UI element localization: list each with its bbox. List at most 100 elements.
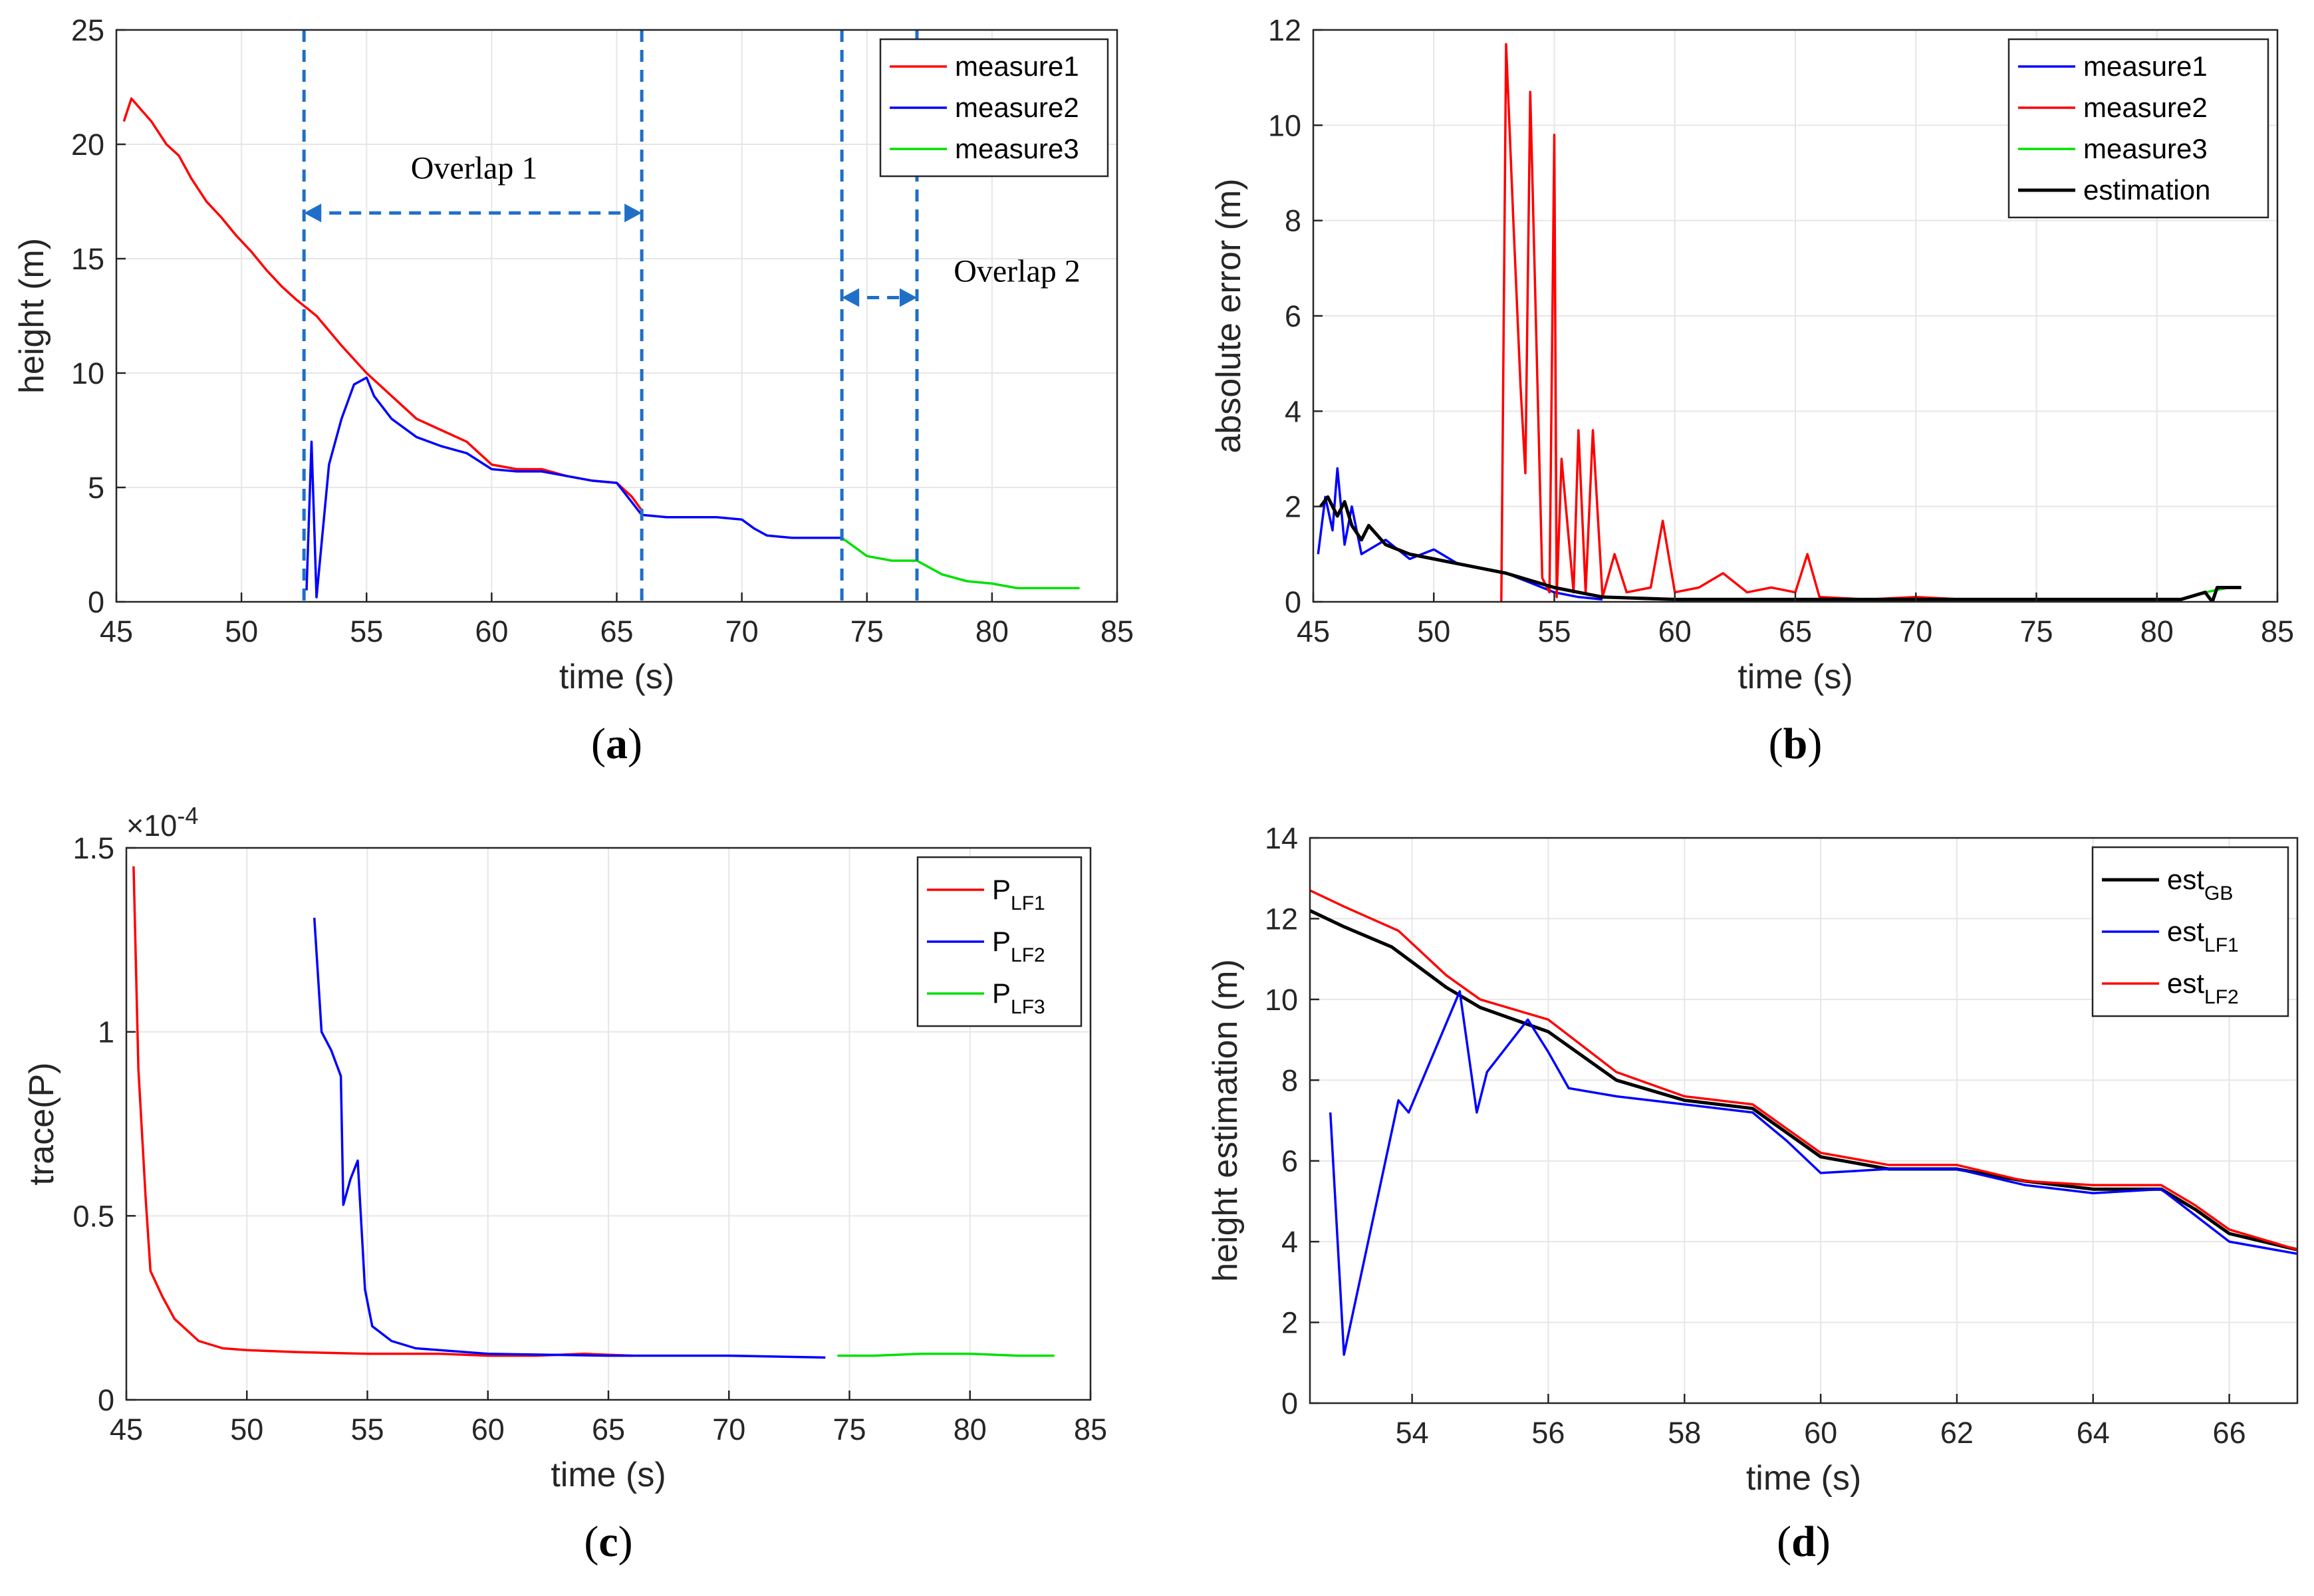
chart-panel-d: 54 56 58 60 62 64 66 0 2 4 6 8 10 12 14 time (s) height …	[1206, 821, 2299, 1566]
legend-entry: measure3	[2083, 133, 2208, 164]
y-tick-label: 10	[1268, 108, 1301, 142]
x-tick-label: 55	[350, 614, 383, 648]
legend-entry-subscript: LF1	[1011, 892, 1045, 914]
legend-entry-subscript: LF2	[1011, 944, 1045, 966]
y-multiplier-exponent: -4	[177, 802, 198, 829]
y-tick-label: 12	[1265, 902, 1298, 936]
y-tick-label: 0	[1285, 585, 1301, 619]
arrow-head-left	[304, 203, 322, 223]
y-tick-label: 4	[1281, 1225, 1298, 1259]
x-tick-label: 45	[100, 614, 133, 648]
x-tick-label: 60	[1658, 614, 1692, 648]
y-tick-label: 15	[71, 242, 104, 276]
y-axis-label: height estimation (m)	[1206, 959, 1245, 1282]
y-tick-label: 0	[1281, 1387, 1298, 1420]
y-tick-label: 6	[1281, 1144, 1298, 1178]
y-tick-label: 2	[1281, 1306, 1298, 1340]
x-tick-label: 62	[1940, 1416, 1974, 1450]
series-group	[122, 97, 1080, 598]
x-axis-label: time (s)	[559, 658, 674, 696]
series-line-P-LF1	[132, 866, 633, 1357]
y-tick-label: 20	[71, 128, 104, 162]
x-tick-label: 55	[350, 1412, 384, 1446]
x-tick-label: 60	[475, 614, 508, 648]
series-group	[1310, 889, 2297, 1356]
x-tick-label: 55	[1537, 614, 1571, 648]
x-tick-label: 65	[592, 1412, 625, 1446]
y-tick-label: 25	[71, 13, 104, 47]
x-tick-label: 58	[1668, 1416, 1701, 1450]
legend-entry-subscript: LF2	[2204, 986, 2239, 1008]
y-tick-label: 5	[88, 471, 104, 505]
x-tick-label: 70	[725, 614, 759, 648]
x-tick-label: 65	[600, 614, 633, 648]
x-axis-label: time (s)	[551, 1456, 666, 1494]
x-tick-label: 45	[110, 1412, 143, 1446]
x-tick-label: 70	[712, 1412, 745, 1446]
legend-entry: estimation	[2083, 174, 2210, 205]
series-group	[132, 866, 1055, 1359]
chart-panel-b: 45 50 55 60 65 70 75 80 85 0 2 4 6 8 10 12 time (s) absol…	[1210, 13, 2294, 768]
x-tick-label: 80	[975, 614, 1009, 648]
x-axis-label: time (s)	[1737, 658, 1853, 696]
x-axis-label: time (s)	[1746, 1459, 1861, 1498]
y-tick-label: 10	[1265, 983, 1298, 1017]
x-tick-label: 60	[471, 1412, 505, 1446]
y-tick-label: 12	[1268, 13, 1301, 47]
x-tick-label: 80	[954, 1412, 987, 1446]
x-tick-label: 64	[2077, 1416, 2110, 1450]
y-tick-label: 4	[1285, 394, 1301, 428]
x-tick-label: 75	[833, 1412, 866, 1446]
series-line-P-LF3	[837, 1353, 1055, 1357]
legend-entry: measure3	[955, 133, 1079, 164]
series-line-measure1	[122, 97, 643, 511]
legend-entry: measure2	[955, 92, 1079, 123]
x-tick-label: 70	[1899, 614, 1932, 648]
y-tick-label: 1	[98, 1015, 114, 1049]
x-tick-label: 50	[1417, 614, 1450, 648]
y-tick-label: 0	[98, 1383, 114, 1417]
y-axis-label: height (m)	[13, 238, 51, 394]
y-multiplier: ×10-4	[126, 802, 198, 843]
series-line-measure2	[1500, 43, 2013, 602]
chart-panel-c: 45 50 55 60 65 70 75 80 85 0 0.5 1 1.5 ×10-4 time (s) t…	[23, 802, 1107, 1566]
y-tick-label: 0	[88, 585, 104, 619]
series-line-estimation	[1319, 495, 2242, 602]
overlap-annotation: Overlap 1	[411, 151, 538, 186]
x-tick-label: 85	[2261, 614, 2294, 648]
series-line-measure3	[841, 537, 1080, 590]
panel-label: (b)	[1769, 720, 1823, 768]
x-tick-label: 65	[1779, 614, 1812, 648]
legend-box	[2007, 38, 2269, 219]
overlap-annotation: Overlap 2	[954, 253, 1081, 289]
legend-entry-subscript: LF1	[2204, 934, 2239, 956]
y-tick-label: 0.5	[72, 1199, 114, 1233]
x-tick-label: 80	[2140, 614, 2174, 648]
series-group	[1317, 43, 2242, 602]
y-tick-label: 8	[1281, 1063, 1298, 1097]
legend: measure1 measure2 measure3	[879, 38, 1109, 178]
x-tick-label: 75	[2019, 614, 2053, 648]
arrow-head-right	[624, 203, 642, 223]
y-tick-label: 2	[1285, 490, 1301, 524]
series-line-measure1	[1317, 467, 1603, 601]
arrow-head-left	[842, 288, 860, 307]
legend-entry-subscript: LF3	[1011, 996, 1045, 1018]
y-tick-label: 6	[1285, 299, 1301, 333]
y-tick-label: 10	[71, 356, 104, 390]
panel-label: (a)	[591, 720, 642, 768]
y-tick-label: 1.5	[72, 831, 114, 865]
series-line-est-LF2	[1310, 889, 2297, 1251]
x-tick-label: 54	[1396, 1416, 1429, 1450]
legend-entry: measure1	[955, 51, 1079, 82]
legend: measure1 measure2 measure3 estimation	[2007, 38, 2269, 219]
series-line-measure2	[305, 376, 842, 598]
legend-entry: measure1	[2083, 51, 2208, 82]
panel-label: (d)	[1777, 1518, 1831, 1566]
x-tick-label: 50	[230, 1412, 263, 1446]
panel-label: (c)	[584, 1518, 632, 1566]
y-axis-label: trace(P)	[23, 1063, 61, 1186]
arrow-head-right	[900, 288, 917, 307]
